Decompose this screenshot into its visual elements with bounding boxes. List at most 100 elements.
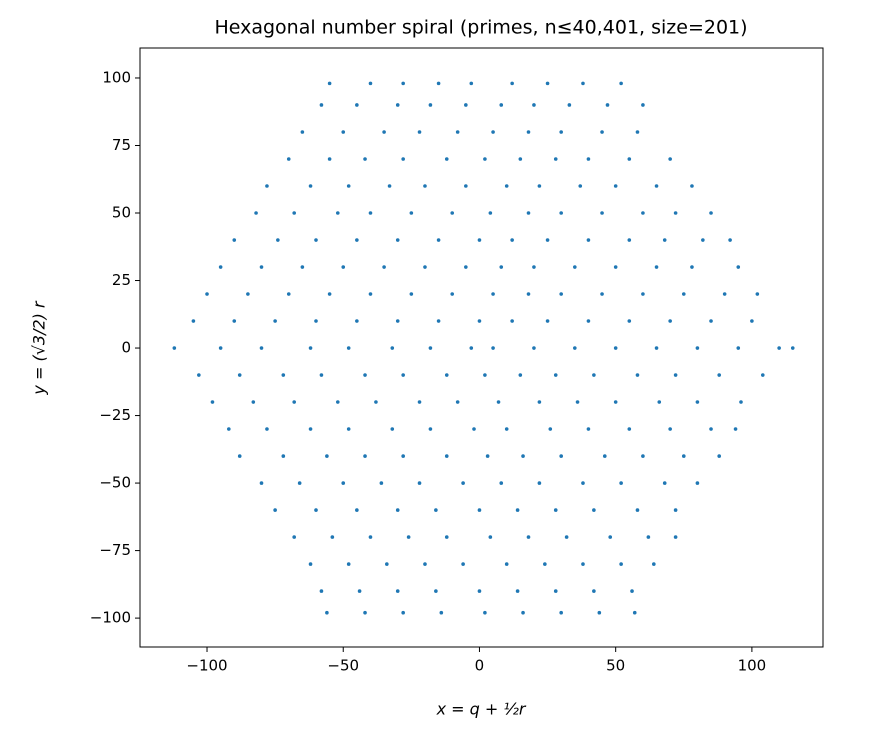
x-tick-label: 50 (606, 657, 625, 675)
point (401, 157, 405, 161)
point (417, 130, 422, 134)
point (327, 292, 332, 296)
point (246, 292, 250, 296)
point (461, 481, 465, 485)
point (504, 562, 509, 566)
point (423, 265, 427, 269)
point (227, 427, 231, 431)
point (559, 454, 563, 458)
point (553, 373, 558, 377)
point (251, 400, 256, 404)
point (232, 238, 237, 242)
point (444, 454, 449, 458)
point (469, 81, 474, 86)
point (635, 130, 640, 134)
point (464, 184, 468, 188)
point (733, 427, 738, 431)
point (395, 508, 400, 512)
point (510, 81, 514, 86)
point (491, 130, 495, 134)
point (641, 292, 645, 296)
point (750, 319, 754, 323)
point (537, 481, 542, 485)
point (526, 130, 531, 134)
point (363, 610, 367, 615)
point (314, 319, 318, 323)
point (597, 610, 602, 615)
point (477, 319, 482, 323)
point (450, 211, 455, 215)
point (406, 535, 411, 539)
point (436, 238, 441, 242)
point (464, 265, 468, 269)
x-tick-label: 0 (475, 657, 485, 675)
point (469, 346, 474, 350)
point (635, 373, 640, 377)
point (259, 481, 264, 485)
point (559, 292, 563, 296)
point (504, 184, 509, 188)
y-tick-label: −75 (99, 541, 131, 559)
point (346, 346, 351, 350)
point (455, 130, 460, 134)
point (627, 427, 632, 431)
point (428, 346, 433, 350)
point (592, 508, 596, 512)
point (488, 535, 493, 539)
point (564, 535, 569, 539)
point (652, 562, 656, 566)
point (641, 103, 645, 107)
point (521, 610, 525, 615)
point (395, 319, 400, 323)
point (545, 319, 550, 323)
point (630, 589, 634, 593)
point (709, 427, 713, 431)
point (428, 103, 433, 107)
point (401, 610, 405, 615)
point (491, 346, 495, 350)
point (600, 211, 604, 215)
point (499, 481, 504, 485)
point (265, 184, 269, 188)
point (379, 481, 384, 485)
point (646, 535, 651, 539)
point (608, 535, 613, 539)
point (401, 454, 405, 458)
point (537, 400, 542, 404)
point (341, 265, 346, 269)
point (586, 319, 591, 323)
point (259, 346, 264, 350)
point (627, 157, 632, 161)
point (455, 400, 460, 404)
y-tick-label: 100 (102, 68, 131, 86)
point (673, 508, 678, 512)
point (567, 103, 572, 107)
point (586, 238, 591, 242)
point (673, 211, 678, 215)
point (543, 562, 547, 566)
point (292, 400, 296, 404)
point (641, 211, 645, 215)
point (382, 265, 386, 269)
point (434, 508, 438, 512)
point (395, 589, 400, 593)
point (355, 319, 359, 323)
x-tick-label: −50 (327, 657, 359, 675)
point (357, 589, 362, 593)
point (717, 454, 722, 458)
point (755, 292, 760, 296)
point (690, 184, 694, 188)
point (409, 292, 414, 296)
point (390, 427, 395, 431)
point (586, 427, 591, 431)
point (613, 184, 618, 188)
point (428, 427, 433, 431)
point (760, 373, 765, 377)
point (504, 427, 509, 431)
point (232, 319, 237, 323)
point (281, 373, 286, 377)
point (627, 319, 632, 323)
y-tick-label: 75 (112, 136, 131, 154)
point (488, 211, 493, 215)
point (374, 400, 378, 404)
